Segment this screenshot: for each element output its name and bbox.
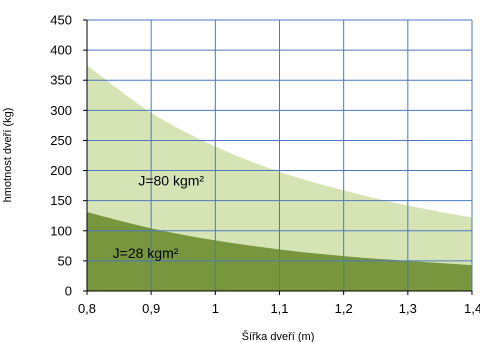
y-tick-label: 100 xyxy=(50,223,72,238)
y-tick-label: 200 xyxy=(50,163,72,178)
y-tick-label: 450 xyxy=(50,13,72,28)
y-tick-label: 50 xyxy=(58,253,72,268)
y-tick-label: 0 xyxy=(65,284,72,299)
y-tick-label: 400 xyxy=(50,43,72,58)
y-tick-label: 250 xyxy=(50,133,72,148)
y-tick-label: 350 xyxy=(50,73,72,88)
x-tick-label: 0,9 xyxy=(142,301,160,316)
x-tick-label: 0,8 xyxy=(78,301,96,316)
x-tick-label: 1 xyxy=(212,301,219,316)
annotation-label: J=28 kgm² xyxy=(113,245,179,261)
y-axis-title: hmotnost dveří (kg) xyxy=(2,108,14,203)
y-tick-label: 150 xyxy=(50,193,72,208)
x-tick-label: 1,2 xyxy=(335,301,353,316)
annotation-label: J=80 kgm² xyxy=(138,173,204,189)
y-tick-label: 300 xyxy=(50,103,72,118)
x-tick-label: 1,1 xyxy=(270,301,288,316)
x-tick-label: 1,4 xyxy=(464,301,480,316)
x-axis-title: Šířka dveří (m) xyxy=(242,330,315,342)
x-tick-label: 1,3 xyxy=(399,301,417,316)
